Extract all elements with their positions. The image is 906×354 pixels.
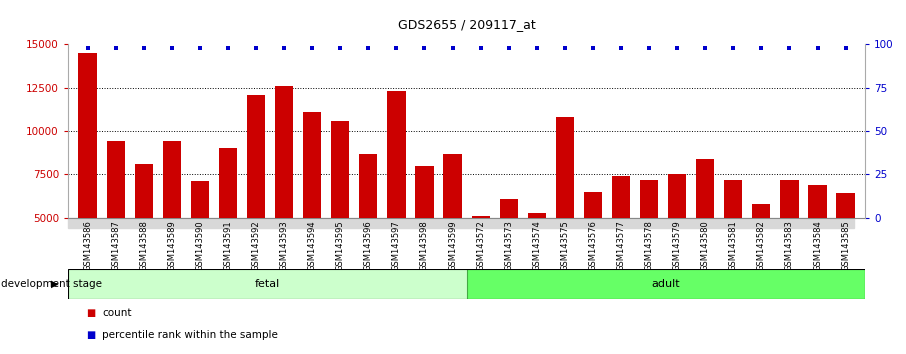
Bar xyxy=(163,141,181,218)
Text: count: count xyxy=(102,308,132,318)
Point xyxy=(446,45,460,51)
Point xyxy=(137,45,151,51)
Point xyxy=(641,45,656,51)
Point xyxy=(726,45,740,51)
Point xyxy=(333,45,348,51)
Bar xyxy=(752,204,770,218)
Bar xyxy=(780,179,798,218)
Point xyxy=(390,45,404,51)
Bar xyxy=(499,199,518,218)
Bar xyxy=(68,218,854,228)
Point xyxy=(838,45,853,51)
Bar xyxy=(68,269,467,299)
Bar xyxy=(527,212,546,218)
Point xyxy=(165,45,179,51)
Bar xyxy=(79,53,97,218)
Point xyxy=(613,45,628,51)
Point xyxy=(473,45,487,51)
Text: percentile rank within the sample: percentile rank within the sample xyxy=(102,330,278,339)
Bar xyxy=(583,192,602,218)
Text: development stage: development stage xyxy=(1,279,101,289)
Bar xyxy=(640,179,658,218)
Point xyxy=(810,45,824,51)
Point xyxy=(249,45,264,51)
Bar xyxy=(331,121,350,218)
Point xyxy=(361,45,376,51)
Bar xyxy=(836,193,854,218)
Bar xyxy=(724,179,742,218)
Bar xyxy=(247,95,265,218)
Text: adult: adult xyxy=(651,279,680,289)
Point xyxy=(585,45,600,51)
Bar xyxy=(219,148,237,218)
Bar xyxy=(191,181,209,218)
Text: ■: ■ xyxy=(86,330,95,339)
Point xyxy=(418,45,432,51)
Bar xyxy=(443,154,462,218)
Text: ▶: ▶ xyxy=(52,279,59,289)
Bar xyxy=(107,141,125,218)
Bar xyxy=(696,159,714,218)
Point xyxy=(698,45,712,51)
Text: ■: ■ xyxy=(86,308,95,318)
Bar xyxy=(415,166,434,218)
Point xyxy=(754,45,768,51)
Bar xyxy=(359,154,378,218)
Bar xyxy=(304,112,322,218)
Point xyxy=(193,45,207,51)
Point xyxy=(501,45,516,51)
Bar xyxy=(668,175,686,218)
Point xyxy=(277,45,292,51)
Bar xyxy=(387,91,406,218)
Text: GDS2655 / 209117_at: GDS2655 / 209117_at xyxy=(398,18,535,31)
Point xyxy=(670,45,684,51)
Point xyxy=(81,45,95,51)
Bar xyxy=(275,86,294,218)
Bar xyxy=(612,176,630,218)
Point xyxy=(529,45,544,51)
Point xyxy=(305,45,320,51)
Bar xyxy=(467,269,865,299)
Bar xyxy=(808,185,826,218)
Bar xyxy=(555,117,574,218)
Point xyxy=(782,45,796,51)
Text: fetal: fetal xyxy=(255,279,280,289)
Point xyxy=(109,45,123,51)
Bar xyxy=(135,164,153,218)
Point xyxy=(557,45,572,51)
Point xyxy=(221,45,236,51)
Bar xyxy=(471,216,490,218)
